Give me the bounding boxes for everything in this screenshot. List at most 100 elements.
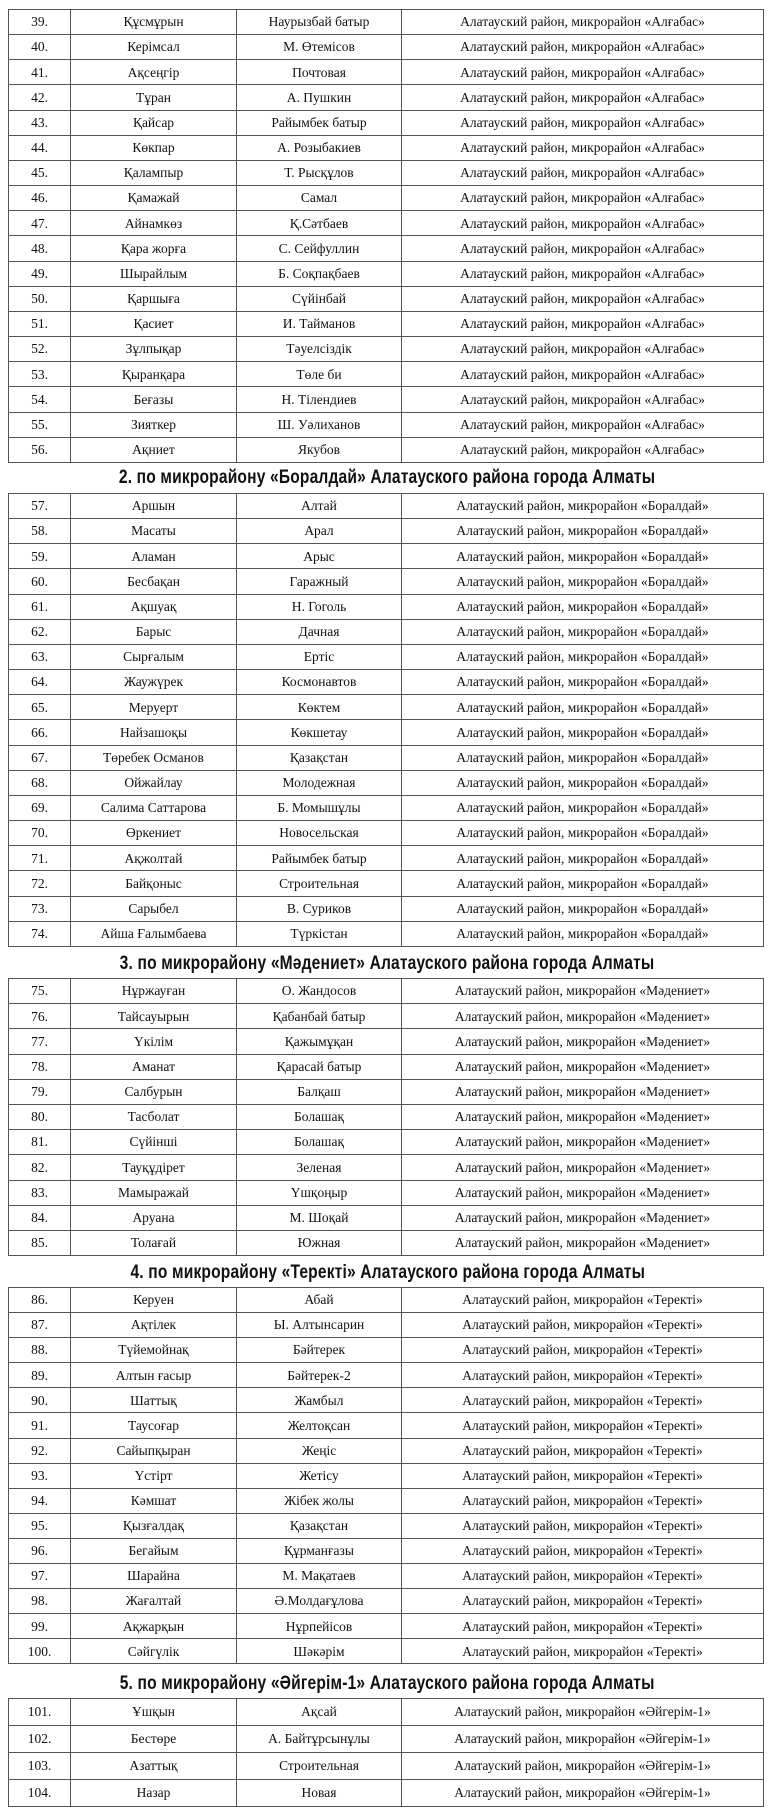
- new-street-name-cell: Кәмшат: [70, 1487, 237, 1514]
- row-number-cell: 62.: [8, 618, 71, 645]
- new-street-name-cell: Қасиет: [70, 310, 237, 338]
- table-row: 51. Қасиет И. Тайманов Алатауский район, ми…: [8, 310, 764, 338]
- new-street-name-cell: Толағай: [70, 1229, 237, 1257]
- old-street-name-cell: Қазақстан: [236, 744, 402, 771]
- old-street-name-cell: Тәуелсіздік: [236, 336, 402, 363]
- old-street-name-cell: В. Суриков: [236, 895, 402, 922]
- row-number-cell: 84.: [8, 1204, 71, 1231]
- address-cell: Алатауский район, микрорайон «Мәдениет»: [401, 1103, 764, 1131]
- table-row: 58. Масаты Арал Алатауский район, микрорайо…: [8, 518, 764, 545]
- old-street-name-cell: Строительная: [236, 870, 402, 897]
- old-street-name-cell: Зеленая: [236, 1154, 402, 1181]
- new-street-name-cell: Бестөре: [70, 1724, 237, 1753]
- table-row: 45. Қалампыр Т. Рысқұлов Алатауский район, …: [8, 159, 764, 187]
- address-cell: Алатауский район, микрорайон «Мәдениет»: [401, 1204, 764, 1231]
- old-street-name-cell: Жамбыл: [236, 1387, 402, 1414]
- old-street-name-cell: А. Байтұрсынұлы: [236, 1724, 402, 1753]
- row-number-cell: 44.: [8, 134, 71, 161]
- old-street-name-cell: Ақсай: [236, 1698, 402, 1726]
- address-cell: Алатауский район, микрорайон «Алғабас»: [401, 8, 764, 36]
- new-street-name-cell: Ақжолтай: [70, 845, 237, 872]
- address-cell: Алатауский район, микрорайон «Боралдай»: [401, 744, 764, 771]
- row-number-cell: 40.: [8, 34, 71, 61]
- old-street-name-cell: Желтоқсан: [236, 1412, 402, 1439]
- address-cell: Алатауский район, микрорайон «Әйгерім-1»: [401, 1698, 764, 1726]
- new-street-name-cell: Байқоныс: [70, 870, 237, 897]
- new-street-name-cell: Беғазы: [70, 386, 237, 413]
- old-street-name-cell: Н. Тілендиев: [236, 386, 402, 413]
- old-street-name-cell: Арыс: [236, 543, 402, 570]
- row-number-cell: 66.: [8, 719, 71, 746]
- old-street-name-cell: Самал: [236, 185, 402, 212]
- address-cell: Алатауский район, микрорайон «Мәдениет»: [401, 1053, 764, 1080]
- address-cell: Алатауский район, микрорайон «Теректі»: [401, 1387, 764, 1414]
- table-row: 104. Назар Новая Алатауский район, микрорай…: [8, 1778, 764, 1807]
- table-row: 56. Ақниет Якубов Алатауский район, микрора…: [8, 436, 764, 463]
- new-street-name-cell: Шырайлым: [70, 260, 237, 287]
- row-number-cell: 90.: [8, 1387, 71, 1414]
- table-row: 65. Меруерт Көктем Алатауский район, микрор…: [8, 694, 764, 721]
- address-cell: Алатауский район, микрорайон «Боралдай»: [401, 719, 764, 746]
- old-street-name-cell: Қарасай батыр: [236, 1053, 402, 1080]
- address-cell: Алатауский район, микрорайон «Мәдениет»: [401, 1003, 764, 1030]
- old-street-name-cell: Жеңіс: [236, 1437, 402, 1464]
- table-row: 97. Шарайна М. Мақатаев Алатауский район, м…: [8, 1563, 764, 1590]
- table-row: 74. Айша Ғалымбаева Түркістан Алатауский ра…: [8, 920, 764, 947]
- new-street-name-cell: Сайыпқыран: [70, 1437, 237, 1464]
- new-street-name-cell: Аруана: [70, 1204, 237, 1231]
- address-cell: Алатауский район, микрорайон «Мәдениет»: [401, 1129, 764, 1156]
- old-street-name-cell: Райымбек батыр: [236, 845, 402, 872]
- address-cell: Алатауский район, микрорайон «Алғабас»: [401, 235, 764, 262]
- old-street-name-cell: Қазақстан: [236, 1512, 402, 1539]
- row-number-cell: 71.: [8, 845, 71, 872]
- address-cell: Алатауский район, микрорайон «Боралдай»: [401, 794, 764, 822]
- new-street-name-cell: Төребек Османов: [70, 744, 237, 771]
- address-cell: Алатауский район, микрорайон «Мәдениет»: [401, 1229, 764, 1257]
- address-cell: Алатауский район, микрорайон «Боралдай»: [401, 895, 764, 922]
- address-cell: Алатауский район, микрорайон «Алғабас»: [401, 336, 764, 363]
- address-cell: Алатауский район, микрорайон «Боралдай»: [401, 870, 764, 897]
- row-number-cell: 46.: [8, 185, 71, 212]
- old-street-name-cell: М. Шоқай: [236, 1204, 402, 1231]
- address-cell: Алатауский район, микрорайон «Алғабас»: [401, 134, 764, 161]
- table-row: 44. Көкпар А. Розыбакиев Алатауский район, …: [8, 134, 764, 161]
- new-street-name-cell: Қалампыр: [70, 159, 237, 187]
- row-number-cell: 56.: [8, 436, 71, 463]
- old-street-name-cell: Ш. Уәлиханов: [236, 411, 402, 438]
- old-street-name-cell: Н. Гоголь: [236, 593, 402, 620]
- address-cell: Алатауский район, микрорайон «Боралдай»: [401, 920, 764, 947]
- address-cell: Алатауский район, микрорайон «Алғабас»: [401, 210, 764, 237]
- old-street-name-cell: Құрманғазы: [236, 1537, 402, 1565]
- row-number-cell: 60.: [8, 568, 71, 595]
- new-street-name-cell: Шарайна: [70, 1563, 237, 1590]
- new-street-name-cell: Назар: [70, 1778, 237, 1807]
- new-street-name-cell: Тұран: [70, 84, 237, 111]
- new-street-name-cell: Үстірт: [70, 1462, 237, 1489]
- old-street-name-cell: Строительная: [236, 1751, 402, 1780]
- address-cell: Алатауский район, микрорайон «Теректі»: [401, 1286, 764, 1314]
- table-row: 96. Бегайым Құрманғазы Алатауский район, ми…: [8, 1537, 764, 1565]
- table-row: 103. Азаттық Строительная Алатауский район,…: [8, 1751, 764, 1780]
- address-cell: Алатауский район, микрорайон «Теректі»: [401, 1487, 764, 1514]
- old-street-name-cell: А. Розыбакиев: [236, 134, 402, 161]
- new-street-name-cell: Масаты: [70, 518, 237, 545]
- address-cell: Алатауский район, микрорайон «Теректі»: [401, 1337, 764, 1364]
- table-row: 42. Тұран А. Пушкин Алатауский район, микро…: [8, 84, 764, 111]
- address-cell: Алатауский район, микрорайон «Алғабас»: [401, 411, 764, 438]
- old-street-name-cell: Якубов: [236, 436, 402, 463]
- address-cell: Алатауский район, микрорайон «Алғабас»: [401, 84, 764, 111]
- new-street-name-cell: Тасболат: [70, 1103, 237, 1131]
- old-street-name-cell: Қажымұқан: [236, 1028, 402, 1055]
- row-number-cell: 68.: [8, 769, 71, 796]
- new-street-name-cell: Ұшқын: [70, 1698, 237, 1726]
- address-cell: Алатауский район, микрорайон «Боралдай»: [401, 568, 764, 595]
- table-row: 41. Ақсеңгір Почтовая Алатауский район, мик…: [8, 59, 764, 86]
- old-street-name-cell: Райымбек батыр: [236, 109, 402, 136]
- new-street-name-cell: Ойжайлау: [70, 769, 237, 796]
- new-street-name-cell: Сәйгүлік: [70, 1638, 237, 1665]
- address-cell: Алатауский район, микрорайон «Боралдай»: [401, 593, 764, 620]
- old-street-name-cell: Жібек жолы: [236, 1487, 402, 1514]
- new-street-name-cell: Өркениет: [70, 820, 237, 847]
- row-number-cell: 41.: [8, 59, 71, 86]
- table-row: 50. Қаршыға Сүйінбай Алатауский район, микр…: [8, 285, 764, 312]
